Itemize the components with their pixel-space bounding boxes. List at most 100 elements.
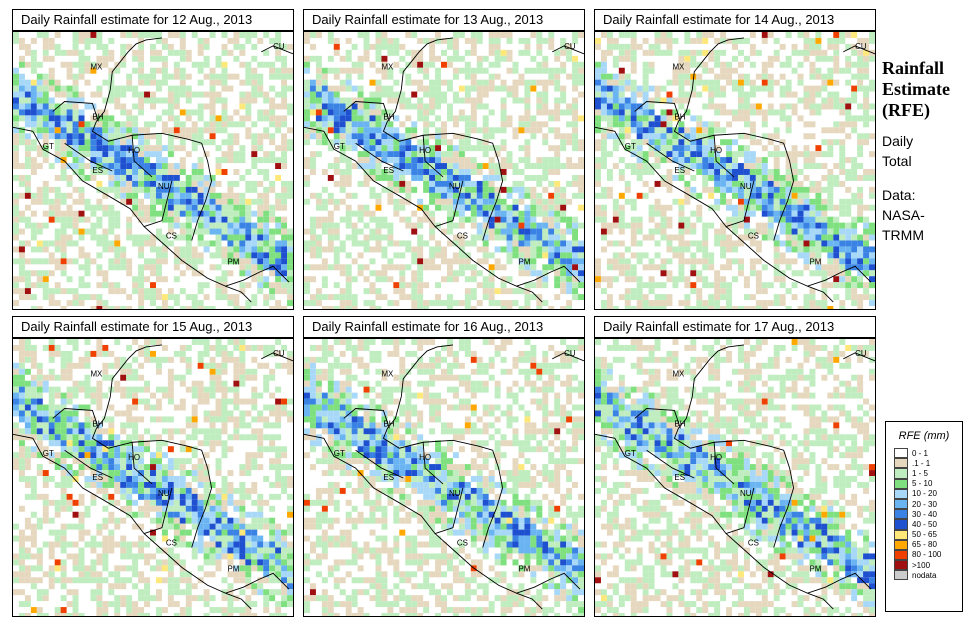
coastline-boundaries xyxy=(13,344,293,610)
region-label-pm: PM xyxy=(227,564,239,573)
rainfall-map: MX BH GT HO ES NU CS PM CU xyxy=(303,338,585,617)
coastline-boundaries xyxy=(304,344,584,610)
region-label-mx: MX xyxy=(90,370,103,379)
legend-item: 10 - 20 xyxy=(886,488,962,499)
region-label-mx: MX xyxy=(381,370,394,379)
data-source-trmm: TRMM xyxy=(882,227,924,243)
legend-swatch xyxy=(894,458,908,469)
rainfall-map: MX BH GT HO ES NU CS PM CU xyxy=(594,31,876,310)
legend-label: 5 - 10 xyxy=(912,479,933,489)
panel-title: Daily Rainfall estimate for 17 Aug., 201… xyxy=(594,316,876,338)
period-line-total: Total xyxy=(882,153,912,169)
rainfall-map: MX BH GT HO ES NU CS PM CU xyxy=(303,31,585,310)
legend-item: 40 - 50 xyxy=(886,519,962,530)
region-label-mx: MX xyxy=(90,63,103,72)
legend-swatch xyxy=(894,478,908,489)
title-line-rainfall: Rainfall xyxy=(882,58,945,78)
period-label: Daily Total xyxy=(882,131,970,171)
coastline-boundaries xyxy=(304,37,584,303)
region-label-nu: NU xyxy=(449,182,461,191)
region-label-gt: GT xyxy=(334,449,345,458)
region-label-mx: MX xyxy=(672,370,685,379)
region-label-nu: NU xyxy=(740,489,752,498)
region-label-gt: GT xyxy=(43,142,54,151)
region-label-ho: HO xyxy=(710,146,722,155)
region-label-cs: CS xyxy=(748,232,759,241)
region-label-bh: BH xyxy=(383,112,394,121)
region-label-pm: PM xyxy=(809,564,821,573)
legend-label: 80 - 100 xyxy=(912,550,942,560)
region-label-gt: GT xyxy=(625,449,636,458)
region-label-cu: CU xyxy=(273,349,285,358)
legend-swatch xyxy=(894,549,908,561)
legend-swatch xyxy=(894,560,908,571)
legend-title: RFE (mm) xyxy=(898,430,950,442)
region-label-cs: CS xyxy=(457,232,468,241)
region-label-cu: CU xyxy=(855,349,867,358)
product-title: Rainfall Estimate (RFE) xyxy=(882,58,970,121)
region-label-cu: CU xyxy=(855,42,867,51)
region-label-pm: PM xyxy=(809,257,821,266)
coastline-boundaries xyxy=(595,344,875,610)
legend-item: 5 - 10 xyxy=(886,478,962,489)
legend-label: 10 - 20 xyxy=(912,489,937,499)
legend-swatch xyxy=(894,570,908,581)
data-source-label: Data: xyxy=(882,187,916,203)
legend-item: >100 xyxy=(886,560,962,571)
region-label-bh: BH xyxy=(383,419,394,428)
legend-label: 30 - 40 xyxy=(912,509,937,519)
legend-label: 0 - 1 xyxy=(912,448,929,458)
region-label-cu: CU xyxy=(564,42,576,51)
rainfall-map: MX BH GT HO ES NU CS PM CU xyxy=(12,31,294,310)
legend-label: 65 - 80 xyxy=(912,540,937,550)
region-label-bh: BH xyxy=(92,112,103,121)
region-label-ho: HO xyxy=(419,146,431,155)
panel-title: Daily Rainfall estimate for 15 Aug., 201… xyxy=(12,316,294,338)
rainfall-map-panel: Daily Rainfall estimate for 13 Aug., 201… xyxy=(303,9,585,310)
data-source: Data: NASA- TRMM xyxy=(882,185,970,245)
legend-label: 1 - 5 xyxy=(912,468,929,478)
region-label-gt: GT xyxy=(625,142,636,151)
legend-swatch xyxy=(894,488,908,499)
legend-swatch xyxy=(894,498,908,510)
legend-label: 40 - 50 xyxy=(912,519,937,529)
region-label-cu: CU xyxy=(273,42,285,51)
region-label-nu: NU xyxy=(449,489,461,498)
region-label-cs: CS xyxy=(166,232,177,241)
legend-label: >100 xyxy=(912,560,931,570)
region-label-es: ES xyxy=(383,166,394,175)
title-line-estimate: Estimate xyxy=(882,79,950,99)
legend-swatch xyxy=(894,509,908,520)
region-label-es: ES xyxy=(674,473,685,482)
region-label-ho: HO xyxy=(128,453,140,462)
panel-title: Daily Rainfall estimate for 13 Aug., 201… xyxy=(303,9,585,31)
region-label-cs: CS xyxy=(166,539,177,548)
region-label-gt: GT xyxy=(43,449,54,458)
region-label-es: ES xyxy=(383,473,394,482)
map-info-sidebar: Rainfall Estimate (RFE) Daily Total Data… xyxy=(882,58,970,245)
region-label-es: ES xyxy=(92,166,103,175)
region-label-cs: CS xyxy=(748,539,759,548)
data-source-nasa: NASA- xyxy=(882,207,925,223)
legend-swatch xyxy=(894,529,908,540)
legend-label: .1 - 1 xyxy=(912,458,931,468)
region-label-cs: CS xyxy=(457,539,468,548)
legend-item: 50 - 65 xyxy=(886,529,962,540)
region-label-ho: HO xyxy=(419,453,431,462)
region-label-pm: PM xyxy=(518,257,530,266)
rainfall-map: MX BH GT HO ES NU CS PM CU xyxy=(594,338,876,617)
rainfall-map-panel: Daily Rainfall estimate for 16 Aug., 201… xyxy=(303,316,585,617)
legend-item: 80 - 100 xyxy=(886,549,962,561)
legend-item: 65 - 80 xyxy=(886,539,962,550)
region-label-nu: NU xyxy=(740,182,752,191)
region-label-ho: HO xyxy=(710,453,722,462)
legend-swatch xyxy=(894,539,908,550)
coastline-boundaries xyxy=(13,37,293,303)
legend-item: .1 - 1 xyxy=(886,458,962,469)
region-label-gt: GT xyxy=(334,142,345,151)
region-label-ho: HO xyxy=(128,146,140,155)
coastline-boundaries xyxy=(595,37,875,303)
legend-swatch xyxy=(894,519,908,530)
legend-item: nodata xyxy=(886,570,962,581)
rainfall-map-panel: Daily Rainfall estimate for 15 Aug., 201… xyxy=(12,316,294,617)
